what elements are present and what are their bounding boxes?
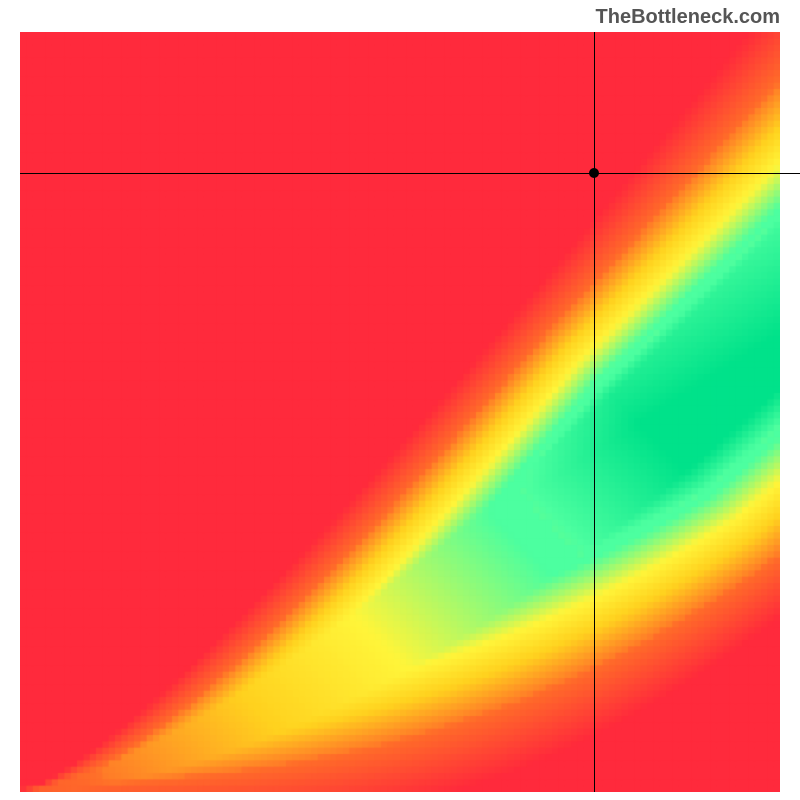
crosshair-horizontal bbox=[20, 173, 800, 174]
intersection-marker bbox=[589, 168, 599, 178]
crosshair-vertical bbox=[594, 32, 595, 792]
heatmap-canvas bbox=[20, 32, 780, 792]
watermark-text: TheBottleneck.com bbox=[596, 6, 780, 29]
heatmap-chart bbox=[20, 32, 780, 792]
